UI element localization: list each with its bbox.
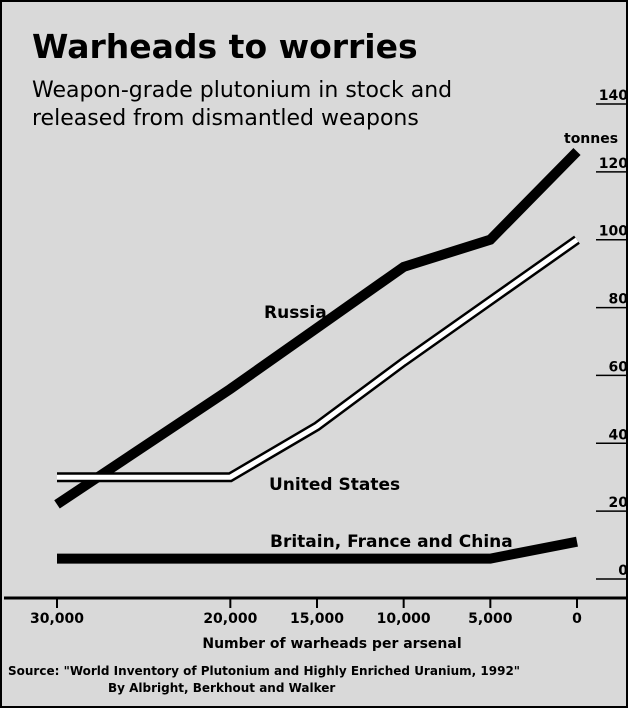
source-line-1: Source: "World Inventory of Plutonium an… [8,664,520,678]
x-tick-label-15000: 15,000 [290,611,344,627]
x-tick-label-0: 0 [572,611,582,627]
x-axis-label: Number of warheads per arsenal [202,636,461,652]
series-line-united-states-outline [57,235,580,483]
series-line-britain-france-and-china [57,536,578,564]
y-tick-label-40: 40 [609,427,628,443]
x-tick-label-20000: 20,000 [203,611,257,627]
x-tick-label-10000: 10,000 [377,611,431,627]
y-axis: 0 20 40 60 80 100 120 140 [596,88,628,580]
series-label-russia: Russia [264,303,327,323]
x-tick-label-30000: 30,000 [30,611,84,627]
chart-subtitle-line-2: released from dismantled weapons [32,106,419,131]
series-labels: Russia United States Britain, France and C… [264,303,513,552]
y-tick-label-80: 80 [609,292,628,308]
chart-subtitle-line-1: Weapon-grade plutonium in stock and [32,78,452,103]
series-line-russia [54,147,581,509]
y-tick-label-0: 0 [618,563,628,579]
y-tick-label-120: 120 [599,156,628,172]
series-label-britain-france-and-china: Britain, France and China [270,532,513,552]
series-line-united-states [57,237,579,480]
series-label-united-states: United States [269,475,400,495]
series-layer [54,147,581,564]
x-tick-label-5000: 5,000 [468,611,513,627]
y-tick-label-60: 60 [609,359,628,375]
y-axis-unit: tonnes [564,131,618,147]
source-line-2: By Albright, Berkhout and Walker [108,681,335,695]
x-axis: 30,000 20,000 15,000 10,000 5,000 0 [30,598,582,627]
chart-title: Warheads to worries [32,27,418,66]
y-tick-label-140: 140 [599,88,628,104]
y-tick-label-20: 20 [609,495,628,511]
y-tick-label-100: 100 [599,224,628,240]
